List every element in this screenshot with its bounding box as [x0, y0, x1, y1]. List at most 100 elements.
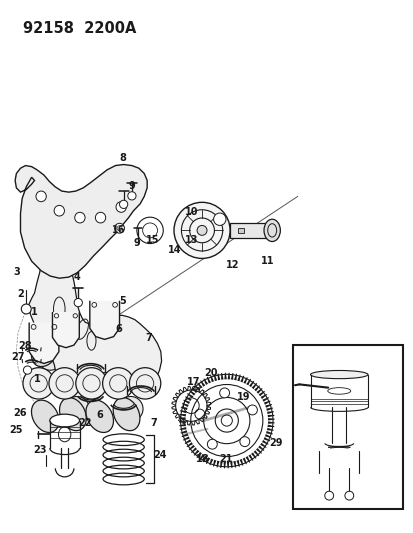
Polygon shape [28, 243, 161, 389]
Polygon shape [194, 385, 199, 391]
Circle shape [197, 225, 206, 236]
Polygon shape [181, 403, 188, 407]
Polygon shape [179, 410, 186, 413]
Polygon shape [29, 322, 59, 364]
Polygon shape [190, 447, 197, 453]
Circle shape [324, 491, 333, 500]
Polygon shape [240, 376, 244, 383]
Circle shape [128, 192, 136, 200]
Circle shape [91, 345, 116, 370]
Polygon shape [239, 459, 243, 466]
Text: 12: 12 [225, 261, 239, 270]
Polygon shape [253, 450, 259, 456]
Ellipse shape [54, 205, 64, 216]
Text: 2: 2 [17, 289, 24, 299]
Polygon shape [266, 408, 273, 411]
Ellipse shape [75, 212, 85, 223]
Ellipse shape [86, 400, 113, 432]
Polygon shape [183, 400, 190, 404]
Circle shape [118, 397, 143, 421]
Polygon shape [205, 457, 210, 464]
Circle shape [64, 397, 89, 421]
Text: 5: 5 [119, 296, 126, 306]
Ellipse shape [116, 201, 126, 212]
Ellipse shape [59, 336, 86, 369]
Ellipse shape [31, 334, 59, 367]
Polygon shape [248, 455, 253, 461]
Polygon shape [180, 430, 187, 433]
Text: 6: 6 [96, 410, 103, 420]
Text: 9: 9 [128, 181, 135, 191]
Text: 1: 1 [33, 374, 40, 384]
Circle shape [74, 298, 82, 307]
Polygon shape [196, 452, 202, 458]
Polygon shape [221, 373, 223, 379]
Polygon shape [217, 374, 220, 380]
Text: 15: 15 [145, 235, 159, 245]
Polygon shape [178, 417, 185, 420]
Polygon shape [210, 375, 214, 382]
Text: 6: 6 [115, 324, 121, 334]
Polygon shape [227, 373, 230, 379]
Text: 28: 28 [18, 341, 31, 351]
Text: 23: 23 [33, 445, 47, 455]
Circle shape [247, 405, 257, 415]
Polygon shape [267, 415, 274, 417]
Text: 14: 14 [168, 245, 181, 254]
Text: 18: 18 [196, 454, 209, 464]
Polygon shape [254, 385, 259, 391]
Polygon shape [206, 377, 211, 383]
Polygon shape [258, 446, 264, 451]
Polygon shape [260, 394, 266, 399]
Text: 21: 21 [218, 454, 232, 464]
Polygon shape [191, 387, 197, 393]
Polygon shape [263, 400, 270, 405]
Text: 7: 7 [150, 418, 157, 428]
Circle shape [207, 439, 217, 449]
Polygon shape [243, 377, 247, 384]
Polygon shape [197, 382, 202, 389]
Polygon shape [261, 440, 268, 445]
Text: 9: 9 [133, 238, 140, 248]
Polygon shape [181, 433, 188, 437]
Circle shape [173, 203, 230, 259]
Bar [230, 223, 271, 238]
Text: 25: 25 [9, 425, 23, 435]
Polygon shape [220, 461, 222, 468]
Polygon shape [216, 461, 219, 467]
Polygon shape [179, 427, 186, 430]
Polygon shape [183, 437, 189, 441]
Polygon shape [249, 381, 254, 387]
Circle shape [219, 388, 229, 398]
Ellipse shape [59, 398, 86, 431]
Text: 3: 3 [14, 267, 21, 277]
Polygon shape [187, 393, 193, 398]
Text: 4: 4 [74, 272, 80, 282]
Text: 1: 1 [31, 306, 38, 317]
Polygon shape [230, 462, 232, 468]
Circle shape [114, 223, 124, 233]
Polygon shape [199, 454, 204, 461]
Polygon shape [52, 312, 79, 348]
Polygon shape [245, 456, 249, 463]
Polygon shape [209, 459, 213, 465]
Polygon shape [202, 456, 207, 462]
Ellipse shape [263, 219, 280, 241]
Polygon shape [266, 431, 272, 434]
Circle shape [23, 366, 31, 374]
Polygon shape [259, 443, 266, 448]
Polygon shape [237, 375, 240, 381]
Text: 27: 27 [11, 352, 25, 362]
Polygon shape [258, 391, 264, 397]
Polygon shape [188, 445, 195, 450]
Polygon shape [223, 462, 225, 469]
Circle shape [213, 213, 225, 225]
Ellipse shape [50, 414, 79, 427]
Polygon shape [90, 301, 119, 340]
Polygon shape [193, 450, 199, 456]
Text: 17: 17 [187, 377, 200, 387]
Polygon shape [242, 458, 246, 464]
Polygon shape [186, 442, 192, 447]
Polygon shape [236, 460, 239, 467]
Text: 13: 13 [184, 235, 197, 245]
